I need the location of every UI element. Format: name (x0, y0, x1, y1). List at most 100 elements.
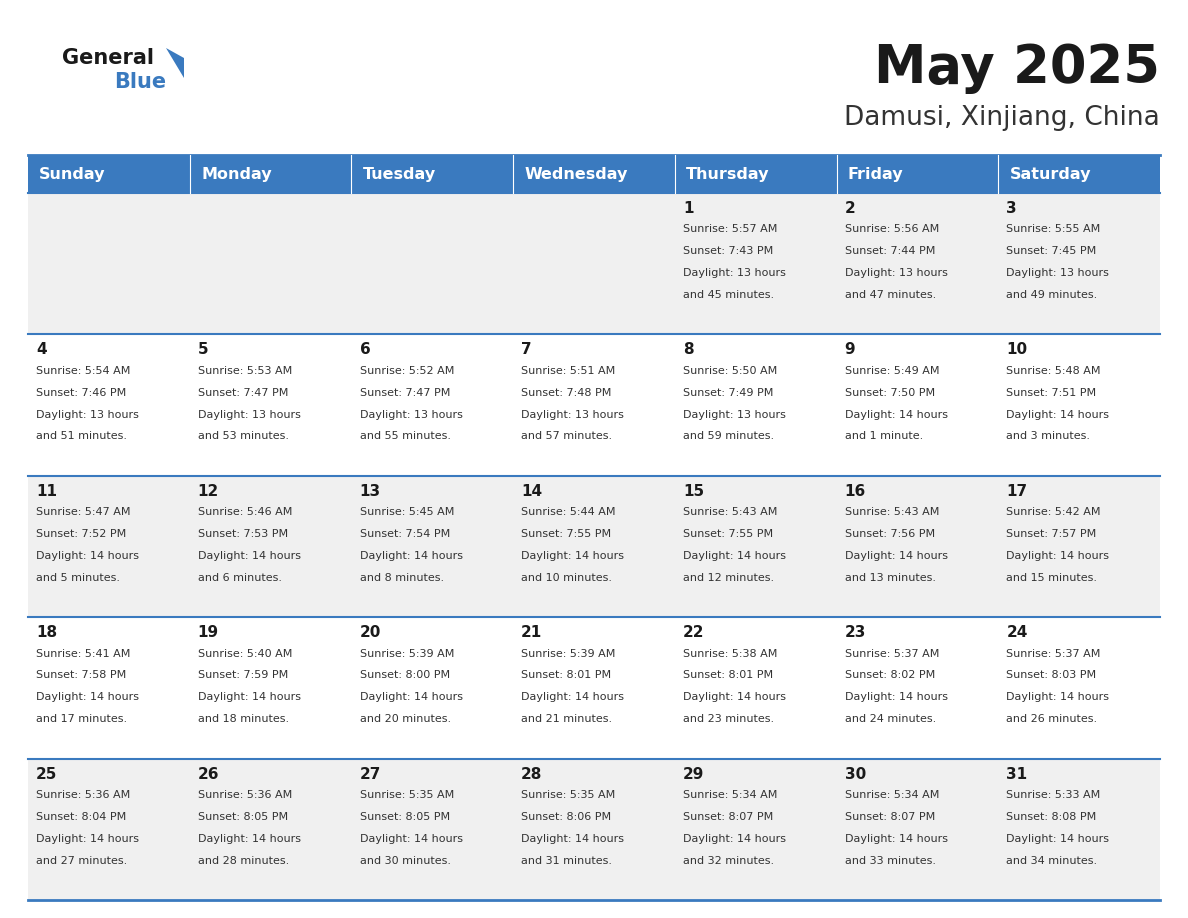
Text: Daylight: 13 hours: Daylight: 13 hours (1006, 268, 1110, 278)
Text: Daylight: 14 hours: Daylight: 14 hours (36, 551, 139, 561)
Text: and 12 minutes.: and 12 minutes. (683, 573, 775, 583)
Text: Daylight: 14 hours: Daylight: 14 hours (845, 409, 948, 420)
Bar (29, 334, 1159, 476)
Text: and 24 minutes.: and 24 minutes. (845, 714, 936, 724)
Text: Sunset: 7:55 PM: Sunset: 7:55 PM (522, 529, 612, 539)
Text: 14: 14 (522, 484, 543, 498)
Text: and 17 minutes.: and 17 minutes. (36, 714, 127, 724)
Text: Sunrise: 5:53 AM: Sunrise: 5:53 AM (197, 365, 292, 375)
Text: and 59 minutes.: and 59 minutes. (683, 431, 775, 442)
Text: Daylight: 14 hours: Daylight: 14 hours (1006, 692, 1110, 702)
Text: Sunrise: 5:47 AM: Sunrise: 5:47 AM (36, 507, 131, 517)
Text: 9: 9 (845, 342, 855, 357)
Text: and 23 minutes.: and 23 minutes. (683, 714, 775, 724)
Text: and 15 minutes.: and 15 minutes. (1006, 573, 1098, 583)
Text: Daylight: 14 hours: Daylight: 14 hours (1006, 551, 1110, 561)
Text: Sunrise: 5:56 AM: Sunrise: 5:56 AM (845, 224, 939, 234)
Text: General: General (62, 48, 154, 68)
Text: Sunrise: 5:34 AM: Sunrise: 5:34 AM (845, 789, 939, 800)
Text: Sunset: 7:51 PM: Sunset: 7:51 PM (1006, 387, 1097, 397)
Text: Sunset: 7:44 PM: Sunset: 7:44 PM (845, 246, 935, 256)
Text: and 34 minutes.: and 34 minutes. (1006, 856, 1098, 866)
Text: Sunrise: 5:36 AM: Sunrise: 5:36 AM (36, 789, 131, 800)
Text: Daylight: 14 hours: Daylight: 14 hours (683, 834, 786, 844)
Text: Wednesday: Wednesday (524, 166, 627, 182)
Text: Sunrise: 5:52 AM: Sunrise: 5:52 AM (360, 365, 454, 375)
Text: 6: 6 (360, 342, 371, 357)
Text: 28: 28 (522, 767, 543, 781)
Text: Tuesday: Tuesday (362, 166, 436, 182)
Text: Sunrise: 5:34 AM: Sunrise: 5:34 AM (683, 789, 777, 800)
Text: Sunrise: 5:45 AM: Sunrise: 5:45 AM (360, 507, 454, 517)
Text: and 3 minutes.: and 3 minutes. (1006, 431, 1091, 442)
Text: and 57 minutes.: and 57 minutes. (522, 431, 612, 442)
Text: Sunset: 7:47 PM: Sunset: 7:47 PM (360, 387, 450, 397)
Text: and 13 minutes.: and 13 minutes. (845, 573, 936, 583)
Text: Daylight: 14 hours: Daylight: 14 hours (36, 834, 139, 844)
Text: Sunset: 8:06 PM: Sunset: 8:06 PM (522, 812, 612, 822)
Text: Sunset: 8:04 PM: Sunset: 8:04 PM (36, 812, 126, 822)
Text: 20: 20 (360, 625, 381, 640)
Text: Sunset: 7:54 PM: Sunset: 7:54 PM (360, 529, 450, 539)
Text: and 8 minutes.: and 8 minutes. (360, 573, 443, 583)
Text: Sunset: 8:07 PM: Sunset: 8:07 PM (683, 812, 773, 822)
Text: May 2025: May 2025 (874, 42, 1159, 94)
Text: and 21 minutes.: and 21 minutes. (522, 714, 612, 724)
Text: Daylight: 13 hours: Daylight: 13 hours (360, 409, 462, 420)
Text: Sunset: 8:03 PM: Sunset: 8:03 PM (1006, 670, 1097, 680)
Text: Daylight: 14 hours: Daylight: 14 hours (360, 692, 462, 702)
Text: Thursday: Thursday (687, 166, 770, 182)
Text: Daylight: 13 hours: Daylight: 13 hours (683, 268, 785, 278)
Text: Sunset: 7:57 PM: Sunset: 7:57 PM (1006, 529, 1097, 539)
Text: 4: 4 (36, 342, 46, 357)
Text: Daylight: 13 hours: Daylight: 13 hours (845, 268, 948, 278)
Text: Sunrise: 5:39 AM: Sunrise: 5:39 AM (522, 648, 615, 658)
Text: Sunrise: 5:43 AM: Sunrise: 5:43 AM (683, 507, 777, 517)
Text: Sunrise: 5:43 AM: Sunrise: 5:43 AM (845, 507, 939, 517)
Text: Daylight: 14 hours: Daylight: 14 hours (197, 551, 301, 561)
Text: Sunrise: 5:33 AM: Sunrise: 5:33 AM (1006, 789, 1100, 800)
Text: and 47 minutes.: and 47 minutes. (845, 290, 936, 300)
Text: and 5 minutes.: and 5 minutes. (36, 573, 120, 583)
Text: Sunrise: 5:55 AM: Sunrise: 5:55 AM (1006, 224, 1100, 234)
Text: Sunset: 7:58 PM: Sunset: 7:58 PM (36, 670, 126, 680)
Text: Sunset: 8:01 PM: Sunset: 8:01 PM (683, 670, 773, 680)
Text: Friday: Friday (848, 166, 904, 182)
Text: and 20 minutes.: and 20 minutes. (360, 714, 450, 724)
Text: Sunset: 7:59 PM: Sunset: 7:59 PM (197, 670, 287, 680)
Text: Sunrise: 5:37 AM: Sunrise: 5:37 AM (845, 648, 939, 658)
Text: 2: 2 (845, 201, 855, 216)
Text: Daylight: 14 hours: Daylight: 14 hours (197, 834, 301, 844)
Text: Damusi, Xinjiang, China: Damusi, Xinjiang, China (845, 105, 1159, 131)
Text: Daylight: 14 hours: Daylight: 14 hours (197, 692, 301, 702)
Text: Sunrise: 5:35 AM: Sunrise: 5:35 AM (522, 789, 615, 800)
Bar (29, 193, 1159, 334)
Text: Sunrise: 5:42 AM: Sunrise: 5:42 AM (1006, 507, 1101, 517)
Text: and 10 minutes.: and 10 minutes. (522, 573, 612, 583)
Text: 27: 27 (360, 767, 381, 781)
Text: Sunset: 8:02 PM: Sunset: 8:02 PM (845, 670, 935, 680)
Text: and 30 minutes.: and 30 minutes. (360, 856, 450, 866)
Text: 3: 3 (1006, 201, 1017, 216)
Text: 8: 8 (683, 342, 694, 357)
Text: Sunrise: 5:35 AM: Sunrise: 5:35 AM (360, 789, 454, 800)
Text: Sunday: Sunday (39, 166, 106, 182)
Text: Sunset: 7:45 PM: Sunset: 7:45 PM (1006, 246, 1097, 256)
Text: Sunset: 7:43 PM: Sunset: 7:43 PM (683, 246, 773, 256)
Text: Sunrise: 5:39 AM: Sunrise: 5:39 AM (360, 648, 454, 658)
Text: Daylight: 14 hours: Daylight: 14 hours (1006, 409, 1110, 420)
Bar (29, 758, 1159, 900)
Text: Daylight: 13 hours: Daylight: 13 hours (197, 409, 301, 420)
Text: Daylight: 14 hours: Daylight: 14 hours (360, 834, 462, 844)
Text: Sunrise: 5:38 AM: Sunrise: 5:38 AM (683, 648, 777, 658)
Text: and 51 minutes.: and 51 minutes. (36, 431, 127, 442)
Bar (29, 155, 190, 193)
Text: Sunrise: 5:36 AM: Sunrise: 5:36 AM (197, 789, 292, 800)
Bar (29, 476, 1159, 617)
Text: 1: 1 (683, 201, 694, 216)
Bar (29, 617, 1159, 758)
Text: 16: 16 (845, 484, 866, 498)
Bar (836, 155, 998, 193)
Text: Sunrise: 5:48 AM: Sunrise: 5:48 AM (1006, 365, 1101, 375)
Bar (998, 155, 1159, 193)
